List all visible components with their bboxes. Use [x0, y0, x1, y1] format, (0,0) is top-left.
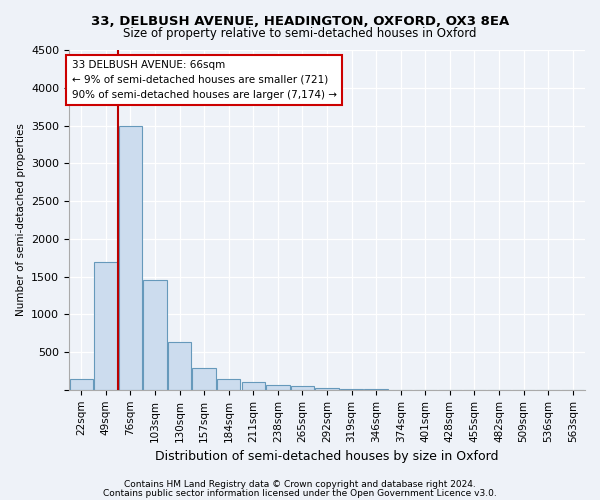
Bar: [168, 342, 191, 390]
Y-axis label: Number of semi-detached properties: Number of semi-detached properties: [16, 124, 26, 316]
X-axis label: Distribution of semi-detached houses by size in Oxford: Distribution of semi-detached houses by …: [155, 450, 499, 463]
Bar: [217, 379, 241, 390]
Bar: [340, 389, 363, 390]
Text: 33 DELBUSH AVENUE: 66sqm
← 9% of semi-detached houses are smaller (721)
90% of s: 33 DELBUSH AVENUE: 66sqm ← 9% of semi-de…: [71, 60, 337, 100]
Text: Size of property relative to semi-detached houses in Oxford: Size of property relative to semi-detach…: [123, 28, 477, 40]
Text: 33, DELBUSH AVENUE, HEADINGTON, OXFORD, OX3 8EA: 33, DELBUSH AVENUE, HEADINGTON, OXFORD, …: [91, 15, 509, 28]
Bar: [119, 126, 142, 390]
Bar: [242, 382, 265, 390]
Text: Contains HM Land Registry data © Crown copyright and database right 2024.: Contains HM Land Registry data © Crown c…: [124, 480, 476, 489]
Bar: [70, 378, 93, 390]
Bar: [291, 386, 314, 390]
Bar: [316, 388, 338, 390]
Text: Contains public sector information licensed under the Open Government Licence v3: Contains public sector information licen…: [103, 488, 497, 498]
Bar: [94, 262, 118, 390]
Bar: [143, 280, 167, 390]
Bar: [193, 368, 216, 390]
Bar: [266, 384, 290, 390]
